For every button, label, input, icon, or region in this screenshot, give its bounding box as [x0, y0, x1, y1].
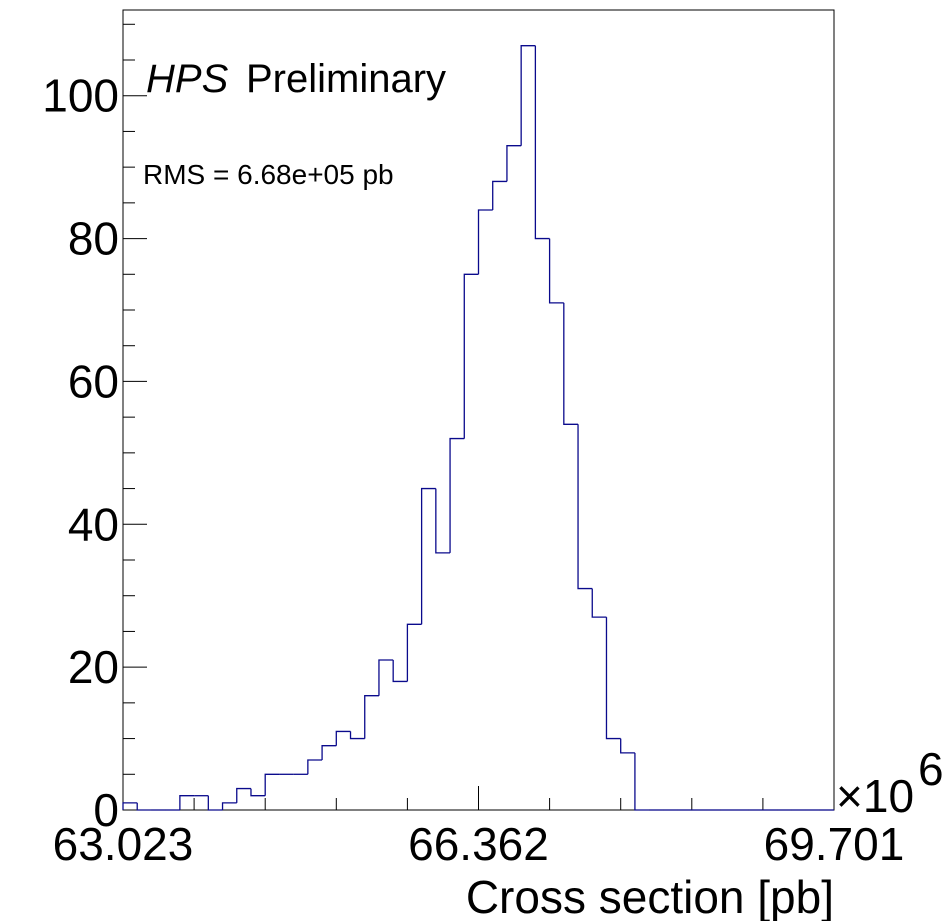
y-axis-ticks: 0 20 40 60 80 100	[42, 23, 147, 836]
histogram-bin	[591, 588, 607, 618]
x-axis-title: Cross section [pb]	[466, 871, 834, 921]
plot-border	[122, 9, 835, 811]
y-tick-label: 40	[68, 498, 119, 550]
histogram-bin	[577, 424, 593, 590]
x-tick-label: 69.701	[764, 818, 905, 870]
histogram-bin	[548, 238, 564, 304]
y-tick-label: 80	[68, 213, 119, 265]
histogram-bin	[449, 437, 465, 553]
plot-frame	[122, 9, 835, 811]
histogram-bin	[620, 738, 635, 754]
histogram-bin	[406, 623, 422, 682]
histogram-bin	[349, 731, 365, 740]
histogram-bin	[250, 788, 266, 797]
histogram-bin	[364, 695, 379, 739]
rms-label: RMS = 6.68e+05 pb	[143, 159, 394, 190]
histogram-bin	[321, 745, 337, 760]
histogram-bin	[264, 773, 280, 796]
histogram-bin	[492, 180, 507, 210]
x-tick-label: 66.362	[408, 818, 549, 870]
histogram-bin	[307, 759, 323, 775]
histogram-bin	[420, 487, 436, 625]
x-axis-multiplier-exponent: 6	[918, 743, 944, 795]
histogram-bins	[122, 45, 834, 811]
histogram-bin	[122, 802, 138, 810]
histogram-bin	[463, 273, 479, 439]
histogram-bin	[136, 802, 152, 811]
histogram-bin	[520, 45, 536, 146]
histogram-bin	[392, 660, 408, 683]
y-tick-label: 20	[68, 641, 119, 693]
histogram-bin	[335, 730, 351, 746]
y-tick-label: 100	[42, 70, 119, 122]
histogram-bin	[179, 795, 195, 810]
histogram-bin	[236, 787, 251, 803]
histogram-bin	[634, 752, 650, 811]
histogram-bin	[563, 302, 579, 425]
x-axis-multiplier: ×10	[836, 770, 914, 822]
experiment-label: HPS	[146, 57, 229, 101]
x-axis-ticks: 63.023 66.362 69.701	[53, 786, 905, 870]
histogram-bin	[221, 802, 237, 810]
histogram-bin	[207, 795, 223, 811]
x-tick-label: 63.023	[53, 818, 194, 870]
status-label: Preliminary	[246, 57, 446, 101]
histogram-bin	[506, 145, 522, 182]
y-tick-label: 60	[68, 355, 119, 407]
histogram-bin	[435, 488, 451, 554]
histogram-bin	[477, 209, 493, 275]
y-tick-label: 0	[93, 784, 119, 836]
histogram-bin	[534, 45, 550, 240]
histogram-bin	[378, 659, 394, 696]
histogram-bin	[605, 617, 621, 740]
